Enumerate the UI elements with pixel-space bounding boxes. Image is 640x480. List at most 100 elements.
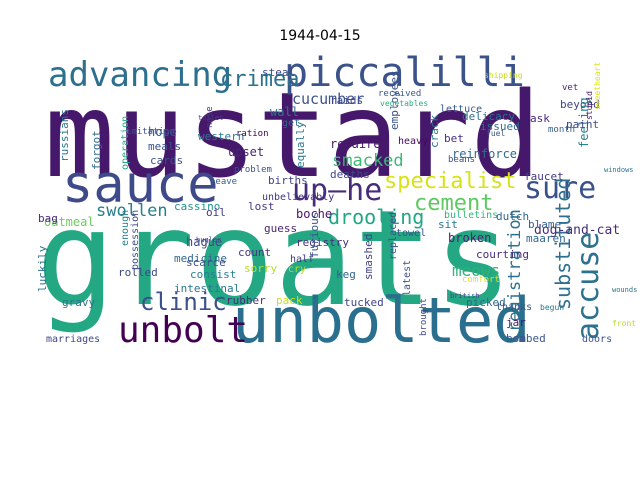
- word-pack: pack: [276, 294, 303, 307]
- word-sit: sit: [438, 218, 458, 231]
- word-received: received: [378, 89, 421, 99]
- word-comfort: comfort: [462, 275, 500, 285]
- word-british: british: [450, 292, 480, 300]
- word-russians: russians: [58, 109, 71, 162]
- word-smacked: smacked: [332, 151, 404, 171]
- word-tucked: tucked: [344, 296, 384, 309]
- word-issued: issued: [480, 120, 520, 133]
- word-equally: equally: [294, 121, 307, 168]
- word-front: front: [612, 319, 636, 328]
- word-unbelievably: unbelievably: [262, 192, 334, 203]
- word-unbolt: unbolt: [118, 310, 248, 351]
- word-maaren: maaren: [526, 232, 566, 245]
- word-cry: cry: [288, 264, 306, 275]
- word-replaced: replaced: [388, 212, 399, 260]
- word-vegetables: vegetables: [380, 99, 428, 108]
- word-hague: hague: [186, 235, 222, 249]
- word-windows: windows: [604, 166, 634, 174]
- word-imitation: imitation: [126, 127, 175, 137]
- word-repaired: repaired: [330, 137, 388, 151]
- word-brought: brought: [419, 298, 429, 336]
- word-heavy: heavy: [398, 136, 428, 147]
- word-intestinal: intestinal: [174, 282, 240, 295]
- word-delicacy: delicacy: [462, 110, 515, 123]
- word-furious: furious: [308, 212, 321, 258]
- word-deaths: deaths: [330, 168, 370, 181]
- word-bulletins: bulletins: [444, 210, 498, 221]
- word-fuel: fuel: [486, 129, 505, 138]
- word-nose: nose: [205, 106, 215, 128]
- word-bag: bag: [38, 212, 58, 225]
- word-raids: raids: [330, 94, 363, 107]
- word-lettuce: lettuce: [440, 104, 482, 115]
- word-begun: begun: [540, 303, 564, 312]
- word-stupid: stupid: [585, 91, 594, 120]
- word-specialist: specialist: [384, 169, 516, 194]
- word-forgot: forgot: [90, 130, 103, 170]
- word-sure: sure: [524, 171, 596, 206]
- chart-title: 1944-04-15: [279, 28, 361, 44]
- word-reinforce: reinforce: [452, 147, 517, 161]
- word-sauce: sauce: [62, 155, 219, 215]
- word-picked: picked: [466, 296, 506, 309]
- word-sweetheart: sweetheart: [593, 62, 602, 110]
- word-piccalilli: piccalilli: [284, 50, 525, 96]
- word-bombed: bombed: [506, 332, 546, 345]
- word-meows: meows: [452, 261, 500, 280]
- word-western: western: [198, 130, 244, 143]
- word-oatmeal: oatmeal: [44, 215, 95, 229]
- word-feeling: feeling: [577, 97, 591, 148]
- word-births: births: [268, 174, 308, 187]
- word-dog-and-cat: dog-and-cat: [534, 223, 620, 238]
- word-consist: consist: [190, 268, 236, 281]
- word-half: half: [290, 254, 314, 265]
- word-thanks: thanks: [496, 302, 532, 313]
- word-medicine: medicine: [174, 252, 227, 265]
- word-smashed: smashed: [362, 234, 375, 280]
- word-boche: boche: [296, 207, 332, 221]
- word-steal: steal: [262, 66, 295, 79]
- word-rolled: rolled: [118, 266, 158, 279]
- word-latest: latest: [402, 260, 413, 296]
- word-advancing: advancing: [48, 55, 232, 95]
- word-courting: courting: [476, 248, 529, 261]
- word-accuse: accuse: [571, 232, 606, 340]
- word-leave: leave: [210, 177, 237, 187]
- word-month: month: [548, 125, 575, 135]
- word-lost: lost: [248, 200, 275, 213]
- word-gravy: gravy: [62, 296, 95, 309]
- word-oil: oil: [206, 206, 226, 219]
- word-broken: broken: [448, 231, 491, 245]
- word-faucet: faucet: [524, 170, 564, 183]
- word-cards: cards: [150, 154, 183, 167]
- word-dutch: dutch: [496, 210, 529, 223]
- word-crimea: crimea: [220, 67, 299, 92]
- word-crack: crack: [428, 115, 441, 148]
- word-operation: operation: [120, 116, 131, 170]
- word-paint: paint: [566, 118, 599, 131]
- word-registration: registration: [505, 209, 525, 332]
- word-scarce: scarce: [186, 256, 226, 269]
- word-bugler: bugler: [196, 236, 221, 244]
- word-enough: enough: [120, 210, 131, 246]
- word-cucumber: cucumber: [292, 90, 364, 108]
- word-shipping: shipping: [484, 71, 523, 80]
- word-possession: possession: [130, 210, 141, 270]
- word-employees: employees: [388, 70, 401, 130]
- word-swollen: swollen: [96, 201, 168, 221]
- word-doors: doors: [582, 334, 612, 345]
- word-blame: blame: [528, 218, 561, 231]
- word-jar: jar: [506, 316, 526, 329]
- word-rubber: rubber: [226, 294, 266, 307]
- word-upset: upset: [228, 145, 264, 159]
- word-registry: registry: [296, 236, 349, 249]
- word-guess: guess: [264, 222, 297, 235]
- word-vet: vet: [562, 83, 578, 93]
- word-problem: problem: [234, 165, 272, 175]
- word-hope: hope: [148, 125, 177, 139]
- word-sorry: sorry: [244, 262, 277, 275]
- word-get: get: [282, 118, 300, 129]
- word-marriages: marriages: [46, 334, 100, 345]
- word-ask: ask: [530, 112, 550, 125]
- word-count: count: [238, 246, 271, 259]
